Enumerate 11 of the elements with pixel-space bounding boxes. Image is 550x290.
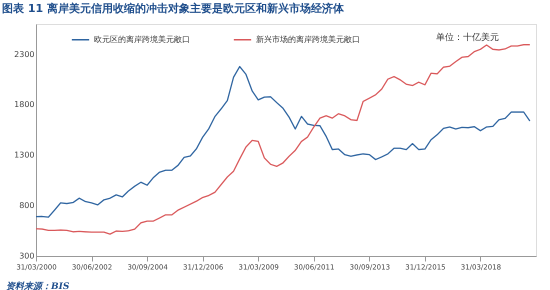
legend-label: 新兴市场的离岸跨境美元敞口 (256, 34, 360, 44)
chart-title: 图表 11 离岸美元信用收缩的冲击对象主要是欧元区和新兴市场经济体 (2, 2, 345, 15)
y-tick-label: 1800 (14, 100, 34, 110)
annotation: 单位：十亿美元 (436, 32, 499, 43)
legend-label: 欧元区的离岸跨境美元敞口 (94, 34, 190, 44)
y-tick-label: 800 (19, 201, 34, 210)
y-tick-label: 2300 (14, 50, 34, 59)
line-series (35, 66, 530, 218)
y-tick-label: 300 (19, 252, 34, 260)
line-series (35, 44, 530, 235)
y-tick-label: 1300 (14, 150, 34, 160)
